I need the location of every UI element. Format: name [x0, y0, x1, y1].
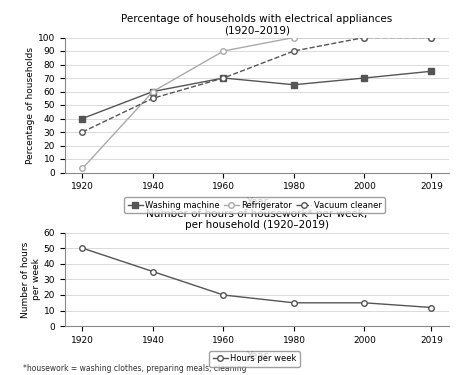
Y-axis label: Percentage of households: Percentage of households — [26, 46, 35, 164]
Text: *housework = washing clothes, preparing meals, cleaning: *housework = washing clothes, preparing … — [23, 364, 247, 373]
Title: Percentage of households with electrical appliances
(1920–2019): Percentage of households with electrical… — [121, 14, 393, 35]
Y-axis label: Number of hours
per week: Number of hours per week — [21, 241, 41, 318]
Legend: Washing machine, Refrigerator, Vacuum cleaner: Washing machine, Refrigerator, Vacuum cl… — [124, 197, 385, 213]
Title: Number of hours of housework* per week,
per household (1920–2019): Number of hours of housework* per week, … — [146, 209, 368, 230]
Legend: Hours per week: Hours per week — [209, 351, 300, 367]
X-axis label: Year: Year — [246, 351, 268, 360]
X-axis label: Year: Year — [246, 197, 268, 207]
